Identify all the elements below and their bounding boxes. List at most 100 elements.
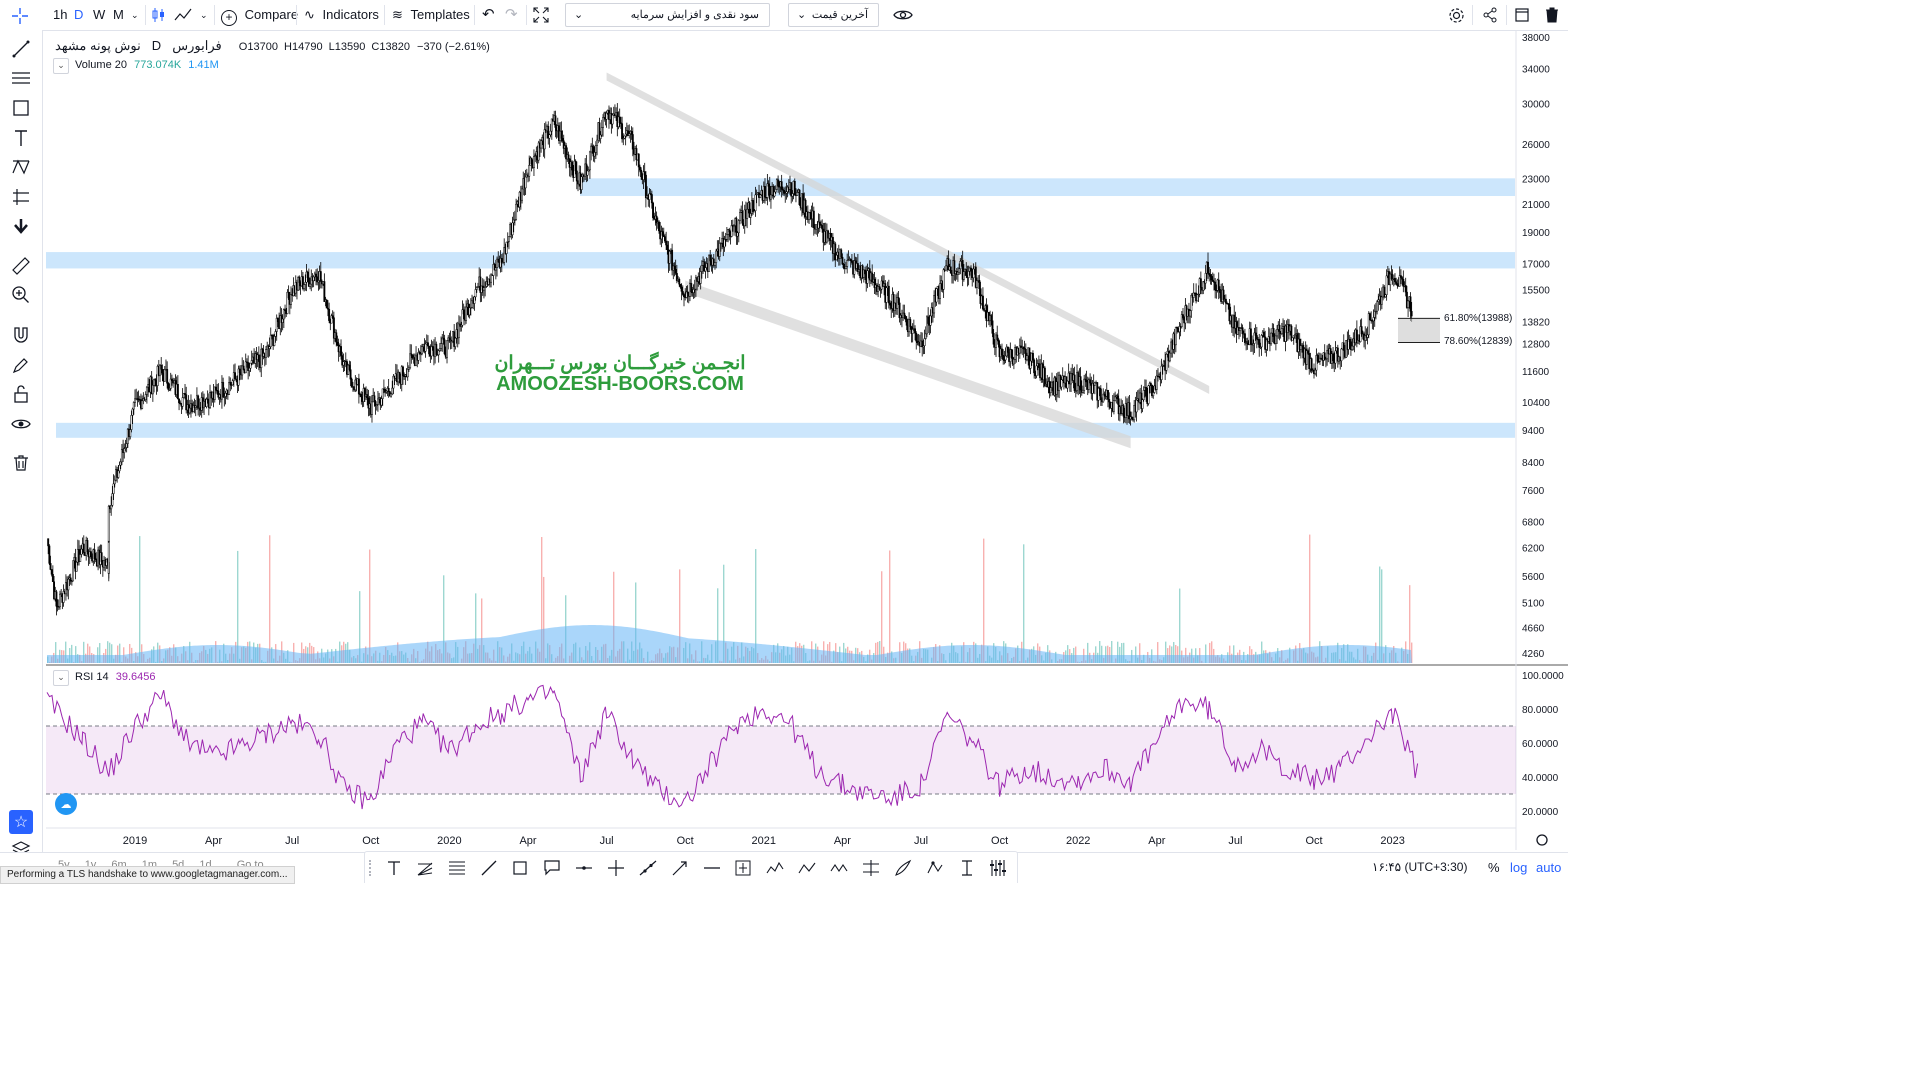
volume-bar [769, 661, 771, 663]
auto-toggle[interactable]: auto [1536, 860, 1562, 875]
candle-up [540, 140, 543, 149]
log-toggle[interactable]: log [1510, 860, 1528, 875]
volume-bar [631, 641, 633, 663]
volume-bar [789, 654, 791, 663]
axis-settings-icon[interactable] [1536, 834, 1548, 846]
gear-icon[interactable] [1448, 7, 1465, 24]
candle-down [1333, 360, 1336, 364]
cross-line-tool[interactable] [604, 856, 628, 880]
chart-type-dropdown-icon[interactable]: ⌄ [200, 10, 208, 20]
text-tool[interactable] [8, 126, 34, 150]
abcde-wave-tool[interactable] [827, 856, 851, 880]
trendline-tool[interactable] [477, 856, 501, 880]
range-5y[interactable]: 5y [58, 859, 70, 871]
range-1y[interactable]: 1y [84, 859, 97, 871]
pattern-tool[interactable] [8, 155, 34, 179]
candle-up [113, 479, 116, 485]
magnet-tool[interactable] [8, 323, 34, 347]
callout-tool[interactable] [540, 856, 564, 880]
candle-down [301, 276, 304, 289]
indicators-button[interactable]: ∿ Indicators [304, 0, 379, 30]
volume-bar [1007, 653, 1009, 663]
candle-down [86, 540, 89, 553]
crosshair-icon[interactable] [11, 7, 29, 25]
candle-down [943, 269, 946, 271]
trash-icon[interactable] [1545, 7, 1559, 23]
brush-tool[interactable] [891, 856, 915, 880]
interval-1h[interactable]: 1h [53, 7, 68, 22]
interval-d[interactable]: D [74, 7, 84, 22]
chart-canvas[interactable]: 4260466051005600620068007600840094001040… [0, 0, 1568, 882]
stay-in-drawing-tool[interactable] [8, 353, 34, 377]
candle-up [766, 183, 769, 198]
fib-fan-tool[interactable] [413, 856, 437, 880]
compare-button[interactable]: + Compare [221, 0, 298, 30]
fib-retracement-tool[interactable] [445, 856, 469, 880]
remove-drawings-tool[interactable] [8, 451, 34, 475]
volume-bar [647, 651, 649, 663]
rectangle-tool[interactable] [8, 96, 34, 120]
interval-w[interactable]: W [93, 7, 106, 22]
visibility-tool[interactable] [8, 412, 34, 436]
candle-down [78, 549, 80, 562]
collapse-volume-button[interactable]: ⌄ [53, 58, 69, 74]
volume-bar [1159, 659, 1161, 663]
candle-up [1045, 384, 1047, 387]
dividend-select[interactable]: سود نقدی و افزایش سرمایه ⌄ [565, 3, 770, 27]
eye-icon[interactable] [893, 8, 913, 22]
extended-line-tool[interactable] [636, 856, 660, 880]
price-tick-label: 4660 [1522, 624, 1545, 635]
trendline-tool[interactable] [8, 37, 34, 61]
candle-up [1340, 348, 1343, 362]
percent-toggle[interactable]: % [1488, 860, 1500, 875]
drag-handle[interactable] [369, 860, 375, 876]
candle-down [741, 210, 744, 224]
rectangle-tool[interactable] [508, 856, 532, 880]
measure-tool[interactable] [955, 856, 979, 880]
candle-down [1214, 281, 1217, 291]
candle-up [1277, 324, 1280, 330]
arrow-line-tool[interactable] [668, 856, 692, 880]
price-type-select[interactable]: آخرین قیمت ⌄ [788, 3, 879, 27]
abc-wave-tool[interactable] [795, 856, 819, 880]
layout-icon[interactable] [1514, 7, 1530, 23]
line-chart-icon[interactable] [174, 8, 192, 22]
candle-up [503, 247, 506, 263]
symbol-name[interactable]: نوش پونه مشهد [55, 38, 141, 53]
fullscreen-icon[interactable] [533, 7, 549, 23]
position-tool[interactable] [859, 856, 883, 880]
horizontal-lines-tool[interactable] [8, 66, 34, 90]
volume-bar [1305, 652, 1307, 663]
candle-up [550, 118, 553, 132]
interval-dropdown-icon[interactable]: ⌄ [131, 10, 139, 20]
arrow-down-tool[interactable] [8, 214, 34, 238]
date-price-range-tool[interactable] [731, 856, 755, 880]
zoom-tool[interactable] [8, 283, 34, 307]
horizontal-ray-tool[interactable] [572, 856, 596, 880]
interval-m[interactable]: M [113, 7, 124, 22]
more-tools-button[interactable] [986, 856, 1010, 880]
divider [145, 5, 146, 25]
pattern-tool[interactable] [923, 856, 947, 880]
ruler-tool[interactable] [8, 254, 34, 278]
volume-bar [1401, 647, 1403, 663]
undo-button[interactable]: ↶ [482, 6, 495, 23]
volume-bar [323, 657, 325, 663]
prediction-tool[interactable] [8, 185, 34, 209]
volume-bar [343, 641, 345, 663]
candle-up [1165, 354, 1168, 371]
timezone-label[interactable]: ۱۶:۴۵ (UTC+3:30) [1372, 860, 1468, 874]
candles-icon[interactable] [151, 7, 167, 23]
templates-button[interactable]: ≋ Templates [392, 0, 470, 30]
favorites-button[interactable]: ☆ [9, 810, 33, 834]
lock-tool[interactable] [8, 382, 34, 406]
candle-down [323, 281, 326, 302]
volume-bar [1361, 662, 1363, 663]
redo-button[interactable]: ↷ [505, 6, 518, 23]
horizontal-line-tool[interactable] [700, 856, 724, 880]
share-icon[interactable] [1482, 7, 1498, 23]
collapse-rsi-button[interactable]: ⌄ [53, 670, 69, 686]
cloud-save-button[interactable]: ☁ [55, 793, 77, 815]
elliott-wave-tool[interactable] [763, 856, 787, 880]
text-tool[interactable] [382, 856, 406, 880]
